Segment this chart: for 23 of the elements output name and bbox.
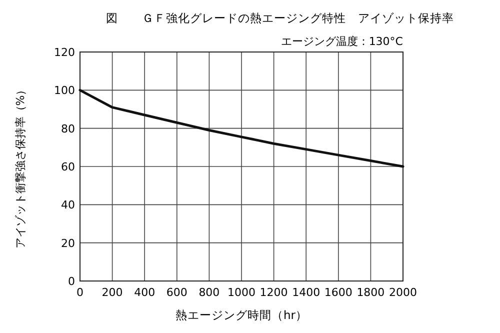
chart-title: 図 ＧＦ強化グレードの熱エージング特性 アイゾット保持率 xyxy=(106,11,454,25)
x-tick-label: 800 xyxy=(198,286,220,299)
x-tick-label: 600 xyxy=(166,286,188,299)
x-tick-label: 2000 xyxy=(389,286,417,299)
y-tick-label: 20 xyxy=(61,236,75,250)
x-tick-label: 1800 xyxy=(356,286,385,299)
y-tick-label: 120 xyxy=(54,46,75,59)
x-tick-label: 1000 xyxy=(228,286,256,299)
text: エージング温度：130°C xyxy=(280,35,404,48)
x-tick-label: 200 xyxy=(102,286,123,299)
x-axis-title: 熱エージング時間（hr） xyxy=(175,308,308,322)
x-tick-label: 1600 xyxy=(324,286,352,299)
y-tick-label: 100 xyxy=(54,84,75,98)
line-series xyxy=(78,88,404,168)
y-tick-label: 80 xyxy=(61,122,75,136)
x-tick-label: 1200 xyxy=(260,286,288,299)
y-tick-label: 0 xyxy=(68,275,75,288)
y-axis-title: アイゾット衝撃強さ保持率（%） xyxy=(14,84,27,249)
x-tick-label: 1400 xyxy=(292,286,320,299)
x-tick-label: 0 xyxy=(76,286,84,299)
y-tick-label: 40 xyxy=(61,198,75,212)
x-tick-label: 400 xyxy=(134,286,156,299)
y-tick-label: 60 xyxy=(61,160,75,174)
